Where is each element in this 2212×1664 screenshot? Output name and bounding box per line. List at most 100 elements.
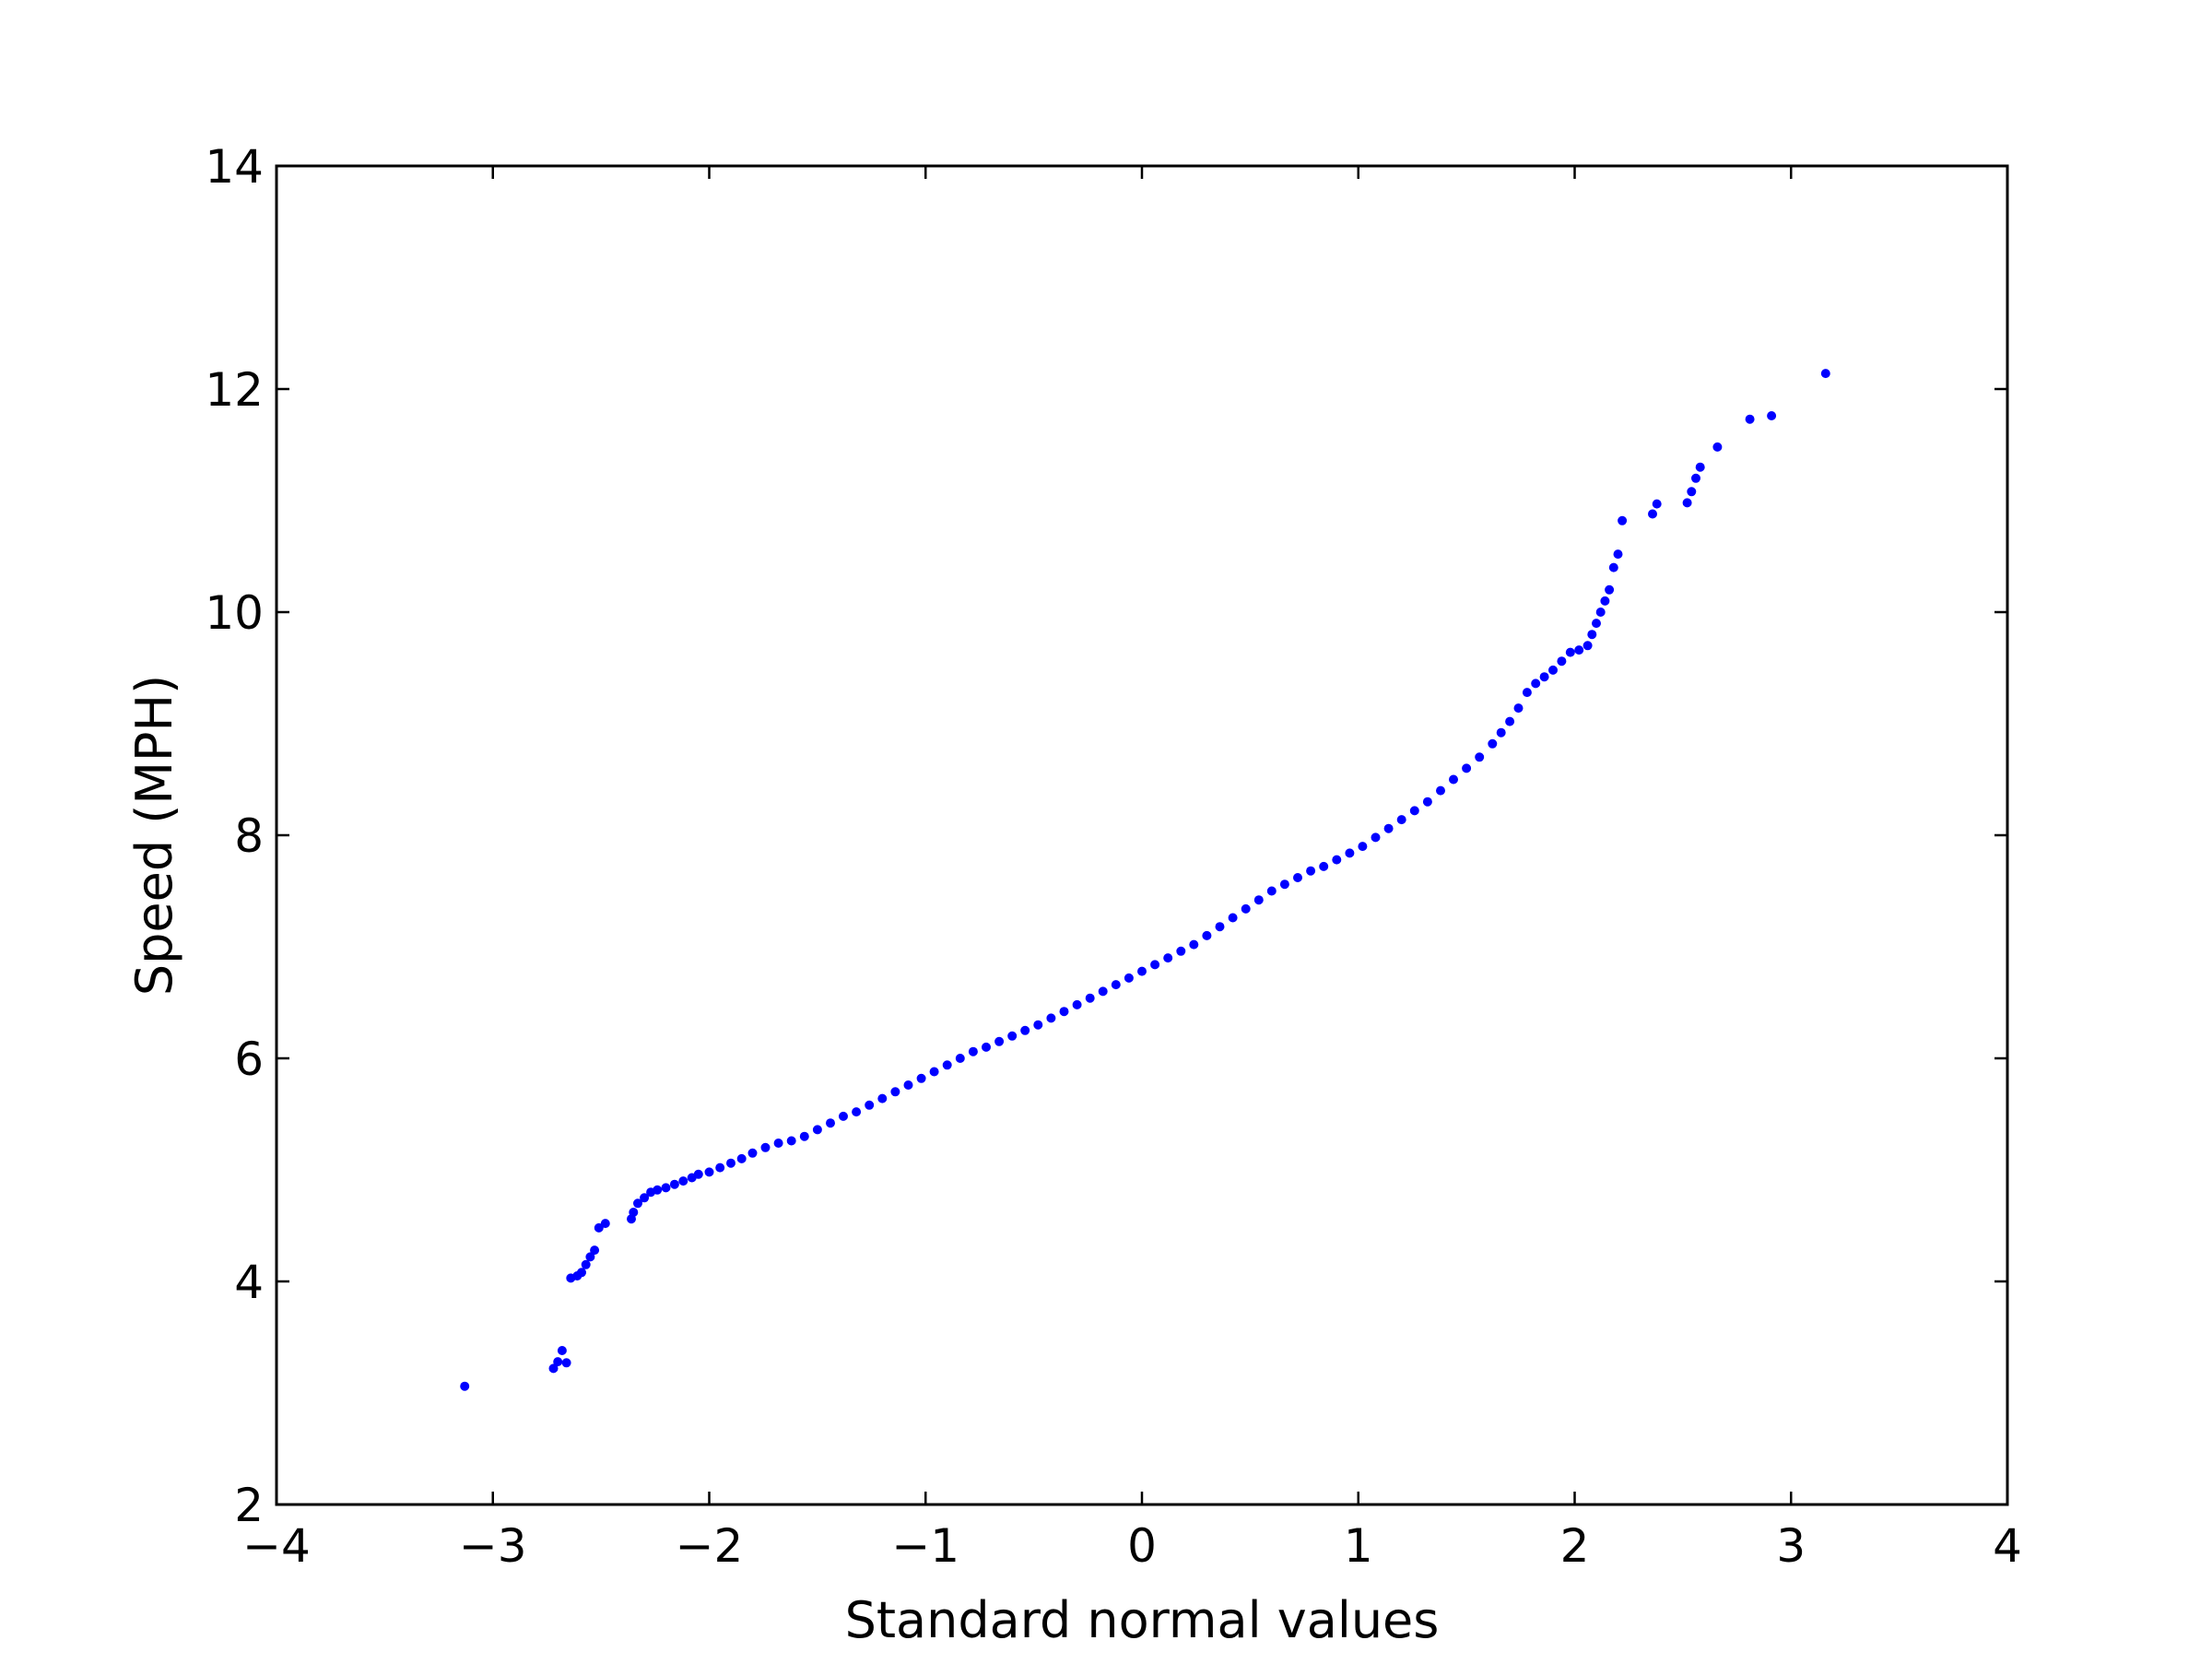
- y-axis-label: Speed (MPH): [125, 675, 183, 996]
- data-point: [1820, 369, 1830, 379]
- data-point: [1548, 665, 1558, 675]
- data-point: [942, 1060, 952, 1070]
- data-point: [1396, 815, 1406, 825]
- data-point: [1111, 980, 1121, 990]
- data-point: [994, 1036, 1005, 1046]
- x-tick-label: 2: [1560, 1519, 1590, 1573]
- y-tick-label: 6: [234, 1033, 264, 1086]
- data-point: [581, 1259, 591, 1269]
- data-point: [726, 1158, 735, 1168]
- x-tick-label: −2: [676, 1519, 744, 1573]
- data-point: [1712, 442, 1723, 452]
- data-point: [1293, 873, 1302, 882]
- plot-area-frame: [275, 164, 2009, 1506]
- data-point: [1306, 866, 1316, 876]
- data-point: [678, 1176, 688, 1186]
- data-point: [600, 1219, 610, 1229]
- data-point: [1531, 679, 1541, 689]
- data-point: [1176, 946, 1186, 956]
- data-point: [786, 1136, 796, 1146]
- data-point: [1687, 487, 1697, 497]
- data-point: [1767, 411, 1777, 420]
- data-point: [890, 1087, 900, 1097]
- data-point: [1475, 752, 1485, 762]
- x-tick-label: 0: [1127, 1519, 1157, 1573]
- data-point: [1046, 1013, 1056, 1023]
- data-point: [1691, 473, 1700, 483]
- x-tick-label: −1: [891, 1519, 959, 1573]
- data-point: [1592, 619, 1601, 629]
- data-point: [1124, 973, 1134, 983]
- data-point: [1189, 939, 1199, 950]
- data-point: [1583, 641, 1593, 651]
- x-tick-label: 4: [1993, 1519, 2022, 1573]
- data-point: [1565, 647, 1575, 657]
- data-point: [1072, 999, 1082, 1009]
- data-point: [1085, 993, 1095, 1003]
- data-point: [916, 1073, 926, 1083]
- data-point: [1462, 763, 1472, 773]
- data-point: [629, 1208, 639, 1217]
- data-point: [1600, 596, 1610, 606]
- x-tick-label: −3: [459, 1519, 527, 1573]
- data-point: [1409, 806, 1419, 816]
- y-tick-label: 4: [234, 1256, 264, 1309]
- data-point: [839, 1111, 848, 1121]
- data-point: [669, 1179, 679, 1189]
- x-tick-label: −4: [242, 1519, 311, 1573]
- data-point: [1383, 823, 1394, 833]
- data-point: [1436, 785, 1445, 796]
- data-point: [1745, 414, 1755, 424]
- data-point: [760, 1142, 771, 1152]
- data-point: [704, 1167, 714, 1177]
- data-point: [585, 1252, 595, 1262]
- data-point: [1522, 688, 1532, 698]
- data-point: [929, 1067, 939, 1077]
- data-point: [1266, 886, 1277, 896]
- data-point: [1513, 703, 1524, 714]
- data-point: [1059, 1007, 1069, 1017]
- data-point: [1695, 462, 1705, 472]
- data-point: [1574, 645, 1584, 655]
- x-tick-label: 1: [1344, 1519, 1373, 1573]
- data-point: [799, 1131, 809, 1141]
- data-point: [1557, 656, 1567, 667]
- data-point: [577, 1268, 586, 1278]
- data-point: [852, 1107, 862, 1117]
- data-point: [1587, 630, 1597, 640]
- data-point: [1358, 842, 1368, 852]
- data-point: [557, 1346, 567, 1355]
- data-point: [903, 1080, 913, 1090]
- data-point: [594, 1222, 604, 1233]
- data-point: [736, 1153, 747, 1163]
- data-point: [812, 1125, 822, 1135]
- y-tick-label: 14: [205, 140, 264, 194]
- data-point: [1496, 727, 1506, 738]
- data-point: [1488, 738, 1498, 749]
- data-point: [1345, 848, 1355, 858]
- data-point: [633, 1198, 642, 1209]
- y-tick-label: 2: [234, 1479, 264, 1532]
- data-point: [1279, 879, 1289, 890]
- data-point: [1319, 861, 1329, 871]
- data-point: [1202, 930, 1212, 940]
- data-point: [877, 1093, 888, 1103]
- data-point: [1020, 1025, 1030, 1035]
- data-point: [1422, 797, 1432, 807]
- y-tick-label: 8: [234, 809, 264, 863]
- data-point: [1595, 608, 1606, 617]
- data-point: [1618, 515, 1628, 525]
- data-point: [1449, 774, 1458, 785]
- data-point: [653, 1185, 663, 1195]
- x-axis-label: Standard normal values: [845, 1591, 1440, 1649]
- data-point: [747, 1148, 758, 1158]
- data-point: [773, 1139, 783, 1148]
- data-point: [1033, 1020, 1043, 1030]
- data-point: [1652, 499, 1662, 509]
- data-point: [1137, 966, 1147, 976]
- data-point: [661, 1183, 671, 1193]
- data-point: [955, 1054, 965, 1063]
